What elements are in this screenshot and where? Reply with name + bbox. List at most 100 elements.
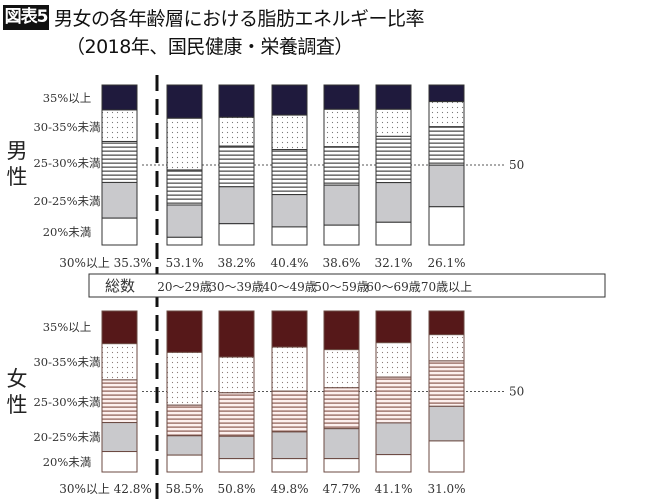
group-label-1-2: 性 [7,393,28,417]
over30-label: 47.7% [322,482,360,496]
group-label-0: 男 [7,139,28,163]
bar-segment-5-0 [375,84,412,110]
bar-segment-5-0 [375,310,412,344]
bar-segment-0-1 [101,109,138,142]
bar-segment-4-0 [323,84,360,110]
segment-label: 20-25%未満 [33,194,100,208]
bar-segment-1-3 [166,435,203,456]
bar-segment-4-4 [323,224,360,246]
bar-segment-6-3 [428,405,465,442]
bar-segment-0-4 [101,217,138,246]
segment-label: 20-25%未満 [33,430,100,444]
bar-segment-6-0 [428,84,465,103]
over30-label: 30%以上 35.3% [59,256,152,270]
segment-label: 35%以上 [43,320,92,334]
over30-label: 50.8% [217,482,255,496]
bar-segment-6-1 [428,101,465,128]
group-label-1: 女 [7,367,28,391]
bar-segment-6-1 [428,334,465,362]
bar-segment-2-3 [218,186,255,225]
bar-segment-4-3 [323,184,360,226]
bar-segment-1-1 [166,351,203,406]
bar-segment-6-2 [428,360,465,407]
reference-line-label: 50 [509,385,524,399]
bar-segment-5-4 [375,454,412,473]
category-box-label: 総数 [105,277,135,295]
bar-segment-2-2 [218,392,255,437]
chart-title: 男女の各年齢層における脂肪エネルギー比率 [54,8,425,30]
over30-label: 38.6% [322,256,360,270]
bar-segment-4-2 [323,146,360,186]
bar-segment-0-0 [101,84,138,111]
bar-segment-3-0 [271,84,308,116]
over30-label: 41.1% [374,482,412,496]
over30-label: 53.1% [165,256,203,270]
category-label: 50～59歳 [314,280,369,294]
chart-subtitle: （2018年、国民健康・栄養調査） [66,36,353,58]
bar-segment-4-3 [323,428,360,460]
bar-segment-5-2 [375,135,412,184]
bar-segment-2-4 [218,223,255,246]
bar-segment-5-1 [375,108,412,137]
segment-label: 25-30%未満 [33,395,100,409]
segment-label: 30-35%未満 [33,355,100,369]
bar-segment-2-3 [218,435,255,460]
bar-segment-1-0 [166,310,203,353]
bar-segment-0-2 [101,379,138,424]
bar-segment-5-3 [375,182,412,223]
bar-segment-3-3 [271,194,308,228]
bar-segment-4-2 [323,387,360,430]
bar-segment-0-2 [101,140,138,183]
bar-segment-0-3 [101,181,138,219]
bar-segment-1-4 [166,236,203,246]
bar-segment-4-4 [323,458,360,473]
bar-segment-0-4 [101,451,138,473]
category-box [88,273,606,298]
over30-label: 30%以上 42.8% [59,482,152,496]
bar-segment-3-2 [271,390,308,433]
bar-segment-0-1 [101,343,138,381]
bar-segment-1-3 [166,204,203,238]
reference-line-label: 50 [509,158,524,172]
bar-segment-1-4 [166,454,203,473]
over30-label: 31.0% [427,482,465,496]
bar-segment-1-2 [166,169,203,206]
figure-badge: 図表5 [3,5,49,30]
bar-segment-3-0 [271,310,308,348]
bar-segment-2-4 [218,458,255,473]
over30-label: 40.4% [270,256,308,270]
bar-segment-3-2 [271,149,308,196]
bar-segment-1-0 [166,84,203,119]
bar-segment-6-2 [428,126,465,166]
bar-segment-1-1 [166,117,203,171]
bar-segment-2-1 [218,116,255,147]
bar-segment-2-1 [218,356,255,394]
bar-segment-0-3 [101,422,138,453]
group-label-0-2: 性 [7,165,28,189]
segment-label: 20%未満 [43,455,92,469]
bar-segment-5-1 [375,342,412,378]
segment-label: 20%未満 [43,225,92,239]
bar-segment-5-3 [375,422,412,456]
bar-segment-2-0 [218,310,255,358]
category-label: 20～29歳 [157,280,212,294]
bar-segment-6-4 [428,206,465,246]
category-label: 30～39歳 [209,280,264,294]
bar-segment-5-2 [375,376,412,424]
category-label: 60～69歳 [366,280,421,294]
bar-segment-6-4 [428,440,465,473]
over30-label: 49.8% [270,482,308,496]
bar-segment-4-0 [323,310,360,351]
bar-segment-3-4 [271,458,308,473]
over30-label: 58.5% [165,482,203,496]
bar-segment-4-1 [323,108,360,148]
bar-segment-2-0 [218,84,255,118]
bar-segment-1-2 [166,404,203,437]
bar-segment-4-1 [323,349,360,389]
bar-segment-3-4 [271,226,308,246]
category-label: 70歳以上 [421,280,472,294]
segment-label: 35%以上 [43,91,92,105]
segment-label: 30-35%未満 [33,120,100,134]
over30-label: 26.1% [427,256,465,270]
